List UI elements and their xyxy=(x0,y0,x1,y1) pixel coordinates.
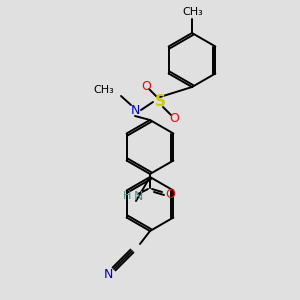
Text: H: H xyxy=(123,191,131,201)
Text: CH₃: CH₃ xyxy=(93,85,114,95)
Text: N: N xyxy=(134,190,143,202)
Text: O: O xyxy=(141,80,151,92)
Text: N: N xyxy=(103,268,113,281)
Text: S: S xyxy=(154,94,166,110)
Text: N: N xyxy=(130,103,140,116)
Text: CH₃: CH₃ xyxy=(183,7,203,17)
Text: O: O xyxy=(165,188,175,200)
Text: O: O xyxy=(169,112,179,124)
